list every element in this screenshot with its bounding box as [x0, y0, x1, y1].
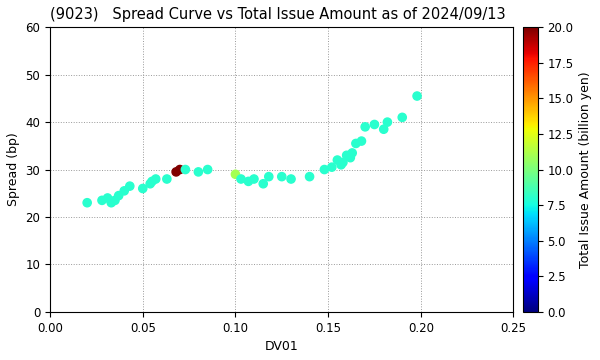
Point: [286, 176, 296, 182]
Y-axis label: Total Issue Amount (billion yen): Total Issue Amount (billion yen): [579, 71, 592, 268]
Point: [106, 200, 116, 206]
Point: [397, 114, 407, 120]
Point: [103, 195, 112, 201]
Point: [361, 124, 370, 130]
Point: [379, 126, 389, 132]
Point: [336, 162, 346, 168]
Point: [114, 193, 124, 198]
Point: [172, 169, 181, 175]
Point: [97, 198, 107, 203]
Point: [370, 122, 379, 127]
Point: [236, 176, 246, 182]
Point: [151, 176, 161, 182]
Point: [332, 157, 342, 163]
Point: [110, 198, 120, 203]
Point: [244, 179, 253, 184]
Point: [203, 167, 212, 172]
Point: [181, 167, 190, 172]
Point: [305, 174, 314, 180]
Point: [125, 183, 134, 189]
Point: [230, 171, 240, 177]
Point: [259, 181, 268, 186]
Point: [412, 93, 422, 99]
Point: [147, 179, 157, 184]
Point: [338, 159, 348, 165]
Point: [320, 167, 329, 172]
Point: [145, 181, 155, 186]
Point: [82, 200, 92, 206]
Point: [327, 164, 337, 170]
Point: [162, 176, 172, 182]
Point: [342, 152, 352, 158]
Text: (9023)   Spread Curve vs Total Issue Amount as of 2024/09/13: (9023) Spread Curve vs Total Issue Amoun…: [50, 7, 506, 22]
Point: [383, 119, 392, 125]
Point: [138, 186, 148, 192]
Point: [277, 174, 287, 180]
X-axis label: DV01: DV01: [265, 340, 299, 353]
Point: [175, 167, 185, 172]
Point: [264, 174, 274, 180]
Point: [351, 140, 361, 146]
Point: [249, 176, 259, 182]
Point: [194, 169, 203, 175]
Y-axis label: Spread (bp): Spread (bp): [7, 132, 20, 206]
Point: [356, 138, 366, 144]
Point: [346, 155, 355, 161]
Point: [347, 150, 357, 156]
Point: [119, 188, 129, 194]
